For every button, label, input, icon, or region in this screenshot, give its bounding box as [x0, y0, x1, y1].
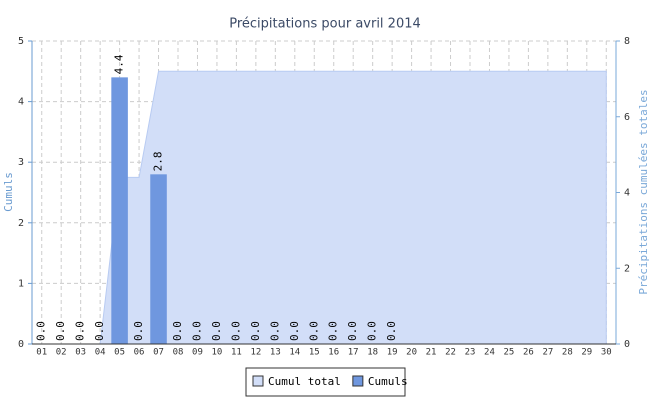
value-label: 0.0	[346, 321, 359, 341]
value-label: 0.0	[366, 321, 379, 341]
y2-tick-label: 8	[624, 36, 630, 47]
value-label: 0.0	[307, 321, 320, 341]
value-label: 2.8	[152, 151, 165, 171]
value-label: 0.0	[268, 321, 281, 341]
y2-axis-title: Précipitations cumulées totales	[637, 89, 650, 294]
value-label: 0.0	[327, 321, 340, 341]
value-label: 0.0	[54, 321, 67, 341]
y-tick-label: 3	[18, 157, 24, 168]
y-tick-label: 5	[18, 36, 24, 47]
x-tick-label: 10	[212, 348, 223, 358]
x-tick-label: 15	[309, 348, 320, 358]
x-tick-label: 19	[387, 348, 398, 358]
x-tick-label: 27	[542, 348, 553, 358]
x-tick-label: 25	[504, 348, 515, 358]
x-tick-label: 26	[523, 348, 534, 358]
value-label: 0.0	[229, 321, 242, 341]
area	[41, 70, 607, 345]
x-tick-label: 11	[231, 348, 242, 358]
y2-tick-label: 4	[624, 188, 630, 199]
legend-swatch	[252, 375, 264, 387]
x-tick-label: 29	[581, 348, 592, 358]
y-tick-label: 0	[18, 339, 24, 350]
value-label: 0.0	[288, 321, 301, 341]
plot: 0.0 0.0 0.0 0.0 4.4 0.0 2.8 0.0 0.0 0.0 0.0 0.0 0.0 0…	[35, 54, 607, 345]
value-label: 0.0	[132, 321, 145, 341]
legend: Cumul total Cumuls	[252, 375, 408, 388]
value-label: 0.0	[249, 321, 262, 341]
y-tick-label: 2	[18, 218, 24, 229]
x-tick-label: 22	[445, 348, 456, 358]
value-label: 0.0	[190, 321, 203, 341]
legend-box	[245, 367, 406, 397]
value-label: 0.0	[35, 321, 48, 341]
x-tick-label: 18	[367, 348, 378, 358]
y-axis-title: Cumuls	[2, 172, 15, 212]
y2-tick-label: 0	[624, 339, 630, 350]
legend-swatch	[352, 375, 364, 387]
y2-tick-label: 2	[624, 263, 630, 274]
x-tick-label: 14	[289, 348, 300, 358]
x-tick-label: 06	[134, 348, 145, 358]
x-tick-label: 13	[270, 348, 281, 358]
bar	[150, 174, 167, 344]
x-tick-label: 02	[56, 348, 67, 358]
x-tick-label: 17	[348, 348, 359, 358]
x-tick-label: 03	[75, 348, 86, 358]
legend-label: Cumuls	[368, 375, 408, 388]
chart-title: Précipitations pour avril 2014	[229, 17, 421, 32]
x-tick-label: 21	[426, 348, 437, 358]
value-label: 0.0	[93, 321, 106, 341]
value-label: 0.0	[171, 321, 184, 341]
x-tick-label: 01	[36, 348, 47, 358]
x-tick-label: 08	[173, 348, 184, 358]
x-tick-label: 16	[328, 348, 339, 358]
x-tick-label: 09	[192, 348, 203, 358]
x-tick-label: 04	[95, 348, 106, 358]
x-tick-label: 28	[562, 348, 573, 358]
y-tick-label: 4	[18, 97, 24, 108]
value-label: 0.0	[74, 321, 87, 341]
x-tick-label: 07	[153, 348, 164, 358]
legend-label: Cumul total	[268, 375, 341, 388]
value-label: 4.4	[113, 54, 126, 74]
x-tick-label: 20	[406, 348, 417, 358]
bar	[111, 77, 128, 345]
y2-tick-label: 6	[624, 112, 630, 123]
value-label: 0.0	[210, 321, 223, 341]
x-tick-label: 24	[484, 348, 495, 358]
x-tick-label: 23	[465, 348, 476, 358]
value-label: 0.0	[385, 321, 398, 341]
x-tick-label: 30	[601, 348, 612, 358]
x-tick-label: 05	[114, 348, 125, 358]
x-tick-label: 12	[250, 348, 261, 358]
y-tick-label: 1	[18, 278, 24, 289]
